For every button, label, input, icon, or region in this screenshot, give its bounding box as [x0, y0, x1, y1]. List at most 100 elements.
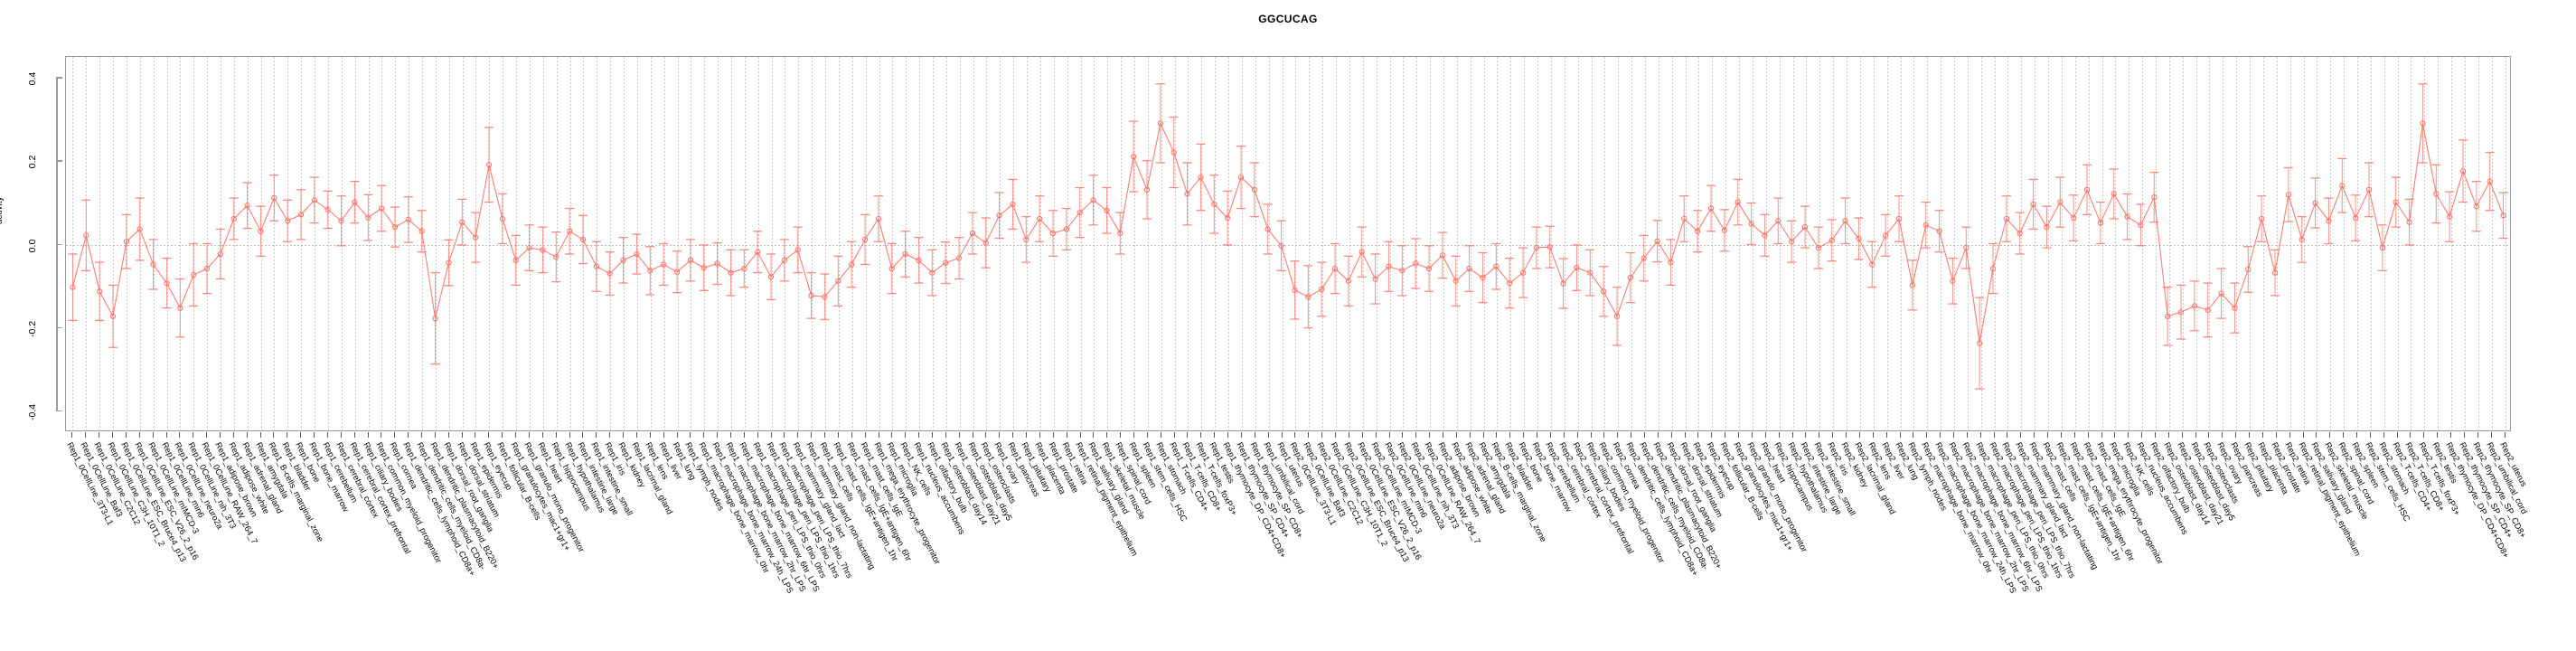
- gridline: [2155, 57, 2157, 430]
- data-point-marker: [2191, 303, 2198, 309]
- y-tick-label: -0.2: [27, 320, 38, 337]
- data-point-marker: [1345, 278, 1352, 284]
- x-tick-mark: [2356, 432, 2358, 438]
- gridline: [610, 57, 612, 430]
- data-point-group: [430, 271, 440, 365]
- x-tick-mark: [1321, 432, 1323, 438]
- x-tick-mark: [1590, 432, 1592, 438]
- data-point-marker: [123, 239, 130, 245]
- x-tick-mark: [488, 432, 490, 438]
- data-point-marker: [297, 212, 305, 218]
- data-point-marker: [1909, 282, 1916, 288]
- gridline: [1645, 57, 1646, 430]
- gridline: [395, 57, 397, 430]
- x-tick-mark: [690, 432, 691, 438]
- data-point-group: [2257, 195, 2267, 242]
- data-point-group: [2364, 162, 2374, 218]
- x-tick-mark: [1805, 432, 1807, 438]
- data-point-group: [1303, 265, 1313, 329]
- x-tick-mark: [851, 432, 852, 438]
- data-point-group: [336, 195, 346, 247]
- x-tick-mark: [1240, 432, 1242, 438]
- gridline: [2007, 57, 2009, 430]
- data-point-marker: [1506, 279, 1513, 287]
- data-point-group: [2485, 151, 2495, 212]
- data-point-group: [1437, 231, 1447, 279]
- gridline: [1268, 57, 1270, 430]
- gridline: [730, 57, 732, 430]
- data-point-marker: [781, 257, 788, 263]
- data-point-marker: [1143, 186, 1151, 193]
- data-point-marker: [808, 292, 814, 298]
- data-point-marker: [1694, 228, 1701, 234]
- gridline: [1765, 57, 1767, 430]
- series-line: [71, 121, 2505, 344]
- data-point-group: [229, 197, 239, 241]
- data-point-marker: [1869, 261, 1876, 268]
- gridline: [1389, 57, 1391, 430]
- data-point-marker: [446, 259, 452, 266]
- gridline: [422, 57, 423, 430]
- data-point-group: [1545, 225, 1555, 269]
- x-tick-mark: [1697, 432, 1699, 438]
- data-point-group: [793, 226, 803, 274]
- data-point-group: [1102, 186, 1112, 234]
- data-point-marker: [284, 218, 291, 224]
- data-point-group: [1491, 242, 1501, 290]
- data-point-marker: [526, 244, 532, 251]
- x-tick-mark: [1375, 432, 1377, 438]
- gridline: [260, 57, 262, 430]
- data-point-group: [2351, 194, 2361, 241]
- gridline: [1134, 57, 1136, 430]
- x-tick-mark: [797, 432, 799, 438]
- x-tick-mark: [1846, 432, 1847, 438]
- data-point-marker: [405, 216, 412, 223]
- data-point-group: [1370, 253, 1380, 305]
- data-point-marker: [459, 219, 465, 225]
- data-point-group: [1773, 197, 1783, 245]
- data-point-group: [457, 198, 467, 246]
- data-point-group: [1249, 162, 1259, 218]
- gridline: [2383, 57, 2385, 430]
- x-tick-mark: [528, 432, 530, 438]
- data-point-marker: [1801, 224, 1809, 231]
- data-point-marker: [1292, 287, 1298, 294]
- data-point-group: [1397, 245, 1407, 297]
- data-point-marker: [687, 257, 694, 263]
- data-point-marker: [2218, 290, 2224, 297]
- data-point-marker: [2326, 218, 2332, 224]
- data-point-group: [2203, 282, 2213, 338]
- data-point-marker: [955, 255, 963, 261]
- gridline: [529, 57, 531, 430]
- x-tick-mark: [259, 432, 261, 438]
- y-tick-label: 0.0: [27, 239, 38, 252]
- data-point-group: [1840, 197, 1850, 245]
- data-point-marker: [673, 269, 681, 275]
- data-point-group: [1639, 234, 1649, 282]
- data-point-group: [1196, 143, 1206, 212]
- gridline: [583, 57, 585, 430]
- data-point-marker: [540, 247, 546, 253]
- data-point-marker: [620, 257, 626, 263]
- data-point-group: [1531, 226, 1541, 269]
- data-point-marker: [2017, 230, 2023, 237]
- gridline: [1309, 57, 1311, 430]
- data-point-marker: [2352, 214, 2359, 222]
- data-point-marker: [1627, 274, 1634, 281]
- data-point-group: [1236, 146, 1246, 210]
- data-point-marker: [2205, 307, 2211, 314]
- data-point-marker: [2420, 120, 2426, 127]
- gridline: [1416, 57, 1418, 430]
- data-point-marker: [1318, 286, 1325, 293]
- data-point-marker: [1251, 186, 1258, 193]
- plot-canvas: [66, 57, 2510, 430]
- data-point-group: [1223, 190, 1233, 246]
- x-tick-mark: [340, 432, 342, 438]
- data-point-group: [1746, 202, 1756, 246]
- x-tick-mark: [1952, 432, 1954, 438]
- data-point-marker: [2097, 220, 2104, 226]
- gridline: [1712, 57, 1714, 430]
- data-point-group: [1800, 205, 1810, 249]
- data-point-marker: [2070, 214, 2077, 222]
- x-tick-mark: [1281, 432, 1283, 438]
